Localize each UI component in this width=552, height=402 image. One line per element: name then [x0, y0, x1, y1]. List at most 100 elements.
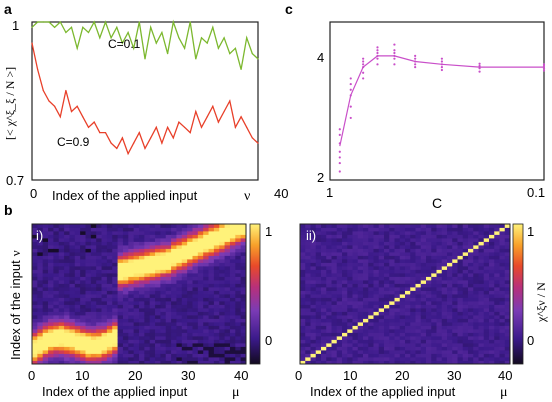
panel-a-point [178, 37, 180, 39]
heatmap-b-ii-cell [499, 238, 506, 242]
heatmap-b-ii-cell [326, 283, 332, 288]
heatmap-b-i-cell [149, 311, 156, 316]
heatmap-b-ii-cell [315, 350, 322, 354]
heatmap-b-ii-cell [436, 308, 443, 312]
heatmap-b-ii-cell [494, 224, 500, 228]
heatmap-b-ii-cell [378, 280, 385, 284]
panel-a-point [189, 132, 191, 134]
heatmap-b-ii-cell [494, 329, 500, 333]
heatmap-b-i-cell [192, 269, 199, 274]
heatmap-b-ii-cell [457, 290, 464, 295]
heatmap-b-i-cell [229, 273, 236, 277]
heatmap-b-i-cell [235, 339, 242, 344]
heatmap-b-i-cell [144, 259, 151, 263]
heatmap-b-i-cell [85, 294, 92, 298]
heatmap-b-ii-cell [489, 224, 495, 228]
heatmap-b-ii-cell [489, 248, 495, 253]
heatmap-b-i-cell [117, 329, 124, 333]
heatmap-b-ii-cell [410, 224, 416, 228]
heatmap-b-i-cell [197, 245, 204, 249]
heatmap-b-i-cell [192, 294, 199, 298]
heatmap-b-ii-cell [431, 325, 437, 330]
heatmap-b-ii-cell [336, 336, 343, 340]
heatmap-b-ii-cell [373, 287, 380, 291]
heatmap-b-i-cell [208, 234, 215, 239]
heatmap-b-ii-cell [326, 325, 332, 330]
heatmap-b-i-cell [64, 238, 70, 242]
heatmap-b-ii-cell [462, 325, 469, 330]
heatmap-b-i-cell [64, 245, 70, 249]
heatmap-b-ii-cell [499, 273, 506, 277]
heatmap-b-i-cell [139, 294, 145, 298]
panel-a-series-label-red: C=0.9 [57, 135, 90, 149]
heatmap-b-i-cell [155, 332, 161, 337]
heatmap-b-ii-cell [504, 297, 511, 302]
heatmap-b-ii-cell [436, 315, 443, 319]
heatmap-b-i-cell [69, 297, 76, 302]
heatmap-b-ii-cell [483, 259, 490, 263]
heatmap-b-ii-cell [468, 315, 474, 319]
heatmap-b-ii-cell [300, 346, 306, 351]
heatmap-b-i-cell [213, 273, 220, 277]
heatmap-b-ii-cell [342, 290, 348, 295]
heatmap-b-ii-cell [473, 311, 479, 316]
heatmap-b-ii-cell [347, 266, 353, 270]
heatmap-b-i-cell [139, 234, 145, 239]
heatmap-b-i-cell [203, 252, 209, 256]
heatmap-b-ii-cell [347, 248, 353, 253]
heatmap-b-ii-cell [336, 297, 343, 302]
heatmap-b-i-cell [171, 332, 177, 337]
heatmap-b-i-cell [229, 343, 236, 347]
heatmap-b-ii-cell [447, 287, 453, 291]
heatmap-b-i-ylabel-text: Index of the input [8, 260, 23, 360]
heatmap-b-ii-cell [357, 297, 364, 302]
heatmap-b-i-cell [128, 283, 135, 288]
heatmap-b-ii-cell [342, 353, 348, 358]
heatmap-b-ii-cell [331, 283, 338, 288]
heatmap-b-ii-cell [489, 231, 495, 235]
heatmap-b-ii-cell [457, 238, 464, 242]
heatmap-b-i-frame [31, 223, 247, 365]
heatmap-b-i-cell [144, 262, 151, 267]
heatmap-b-ii-cell [483, 241, 490, 246]
heatmap-b-ii-cell [483, 308, 490, 312]
heatmap-b-i-cell [101, 329, 108, 333]
heatmap-b-ii-cell [441, 290, 448, 295]
heatmap-b-i-cell [69, 245, 76, 249]
heatmap-b-i-cell [69, 241, 76, 246]
heatmap-b-i-cell [37, 227, 44, 232]
heatmap-b-i-cell [32, 315, 38, 319]
heatmap-b-ii-cell [363, 318, 369, 323]
heatmap-b-i-cell [32, 301, 38, 305]
heatmap-b-i-cell [160, 255, 167, 260]
heatmap-b-ii-cell [331, 224, 338, 228]
heatmap-b-i-cell [144, 224, 151, 228]
heatmap-b-i-cell [187, 322, 193, 326]
panel-c-point [362, 66, 365, 69]
heatmap-b-ii-cell [452, 329, 458, 333]
heatmap-b-ii-cell [352, 346, 359, 351]
panel-c-point [349, 88, 352, 91]
heatmap-b-ii-cell [405, 252, 411, 256]
heatmap-b-ii-cell [405, 325, 411, 330]
heatmap-b-ii-cell [331, 269, 338, 274]
heatmap-b-ii-cell [441, 357, 448, 361]
heatmap-b-ii-cell [410, 252, 416, 256]
heatmap-b-ii-cell [431, 262, 437, 267]
heatmap-b-ii-cell [326, 329, 332, 333]
heatmap-b-ii-cell [384, 318, 390, 323]
panel-c-point [376, 46, 379, 49]
heatmap-b-ii-cell [399, 252, 406, 256]
panel-c-point [440, 66, 443, 69]
heatmap-b-i-cell [58, 322, 65, 326]
heatmap-b-ii-cell [499, 248, 506, 253]
panel-c-point [440, 63, 443, 66]
heatmap-b-i-cell [240, 329, 247, 333]
heatmap-b-ii-cell [489, 227, 495, 232]
heatmap-b-ii-cell [373, 231, 380, 235]
heatmap-b-ii-cell [504, 350, 511, 354]
heatmap-b-ii-cell [441, 304, 448, 309]
heatmap-b-ii-cell [462, 262, 469, 267]
heatmap-b-ii-cell [431, 308, 437, 312]
heatmap-b-i-cell [133, 308, 140, 312]
